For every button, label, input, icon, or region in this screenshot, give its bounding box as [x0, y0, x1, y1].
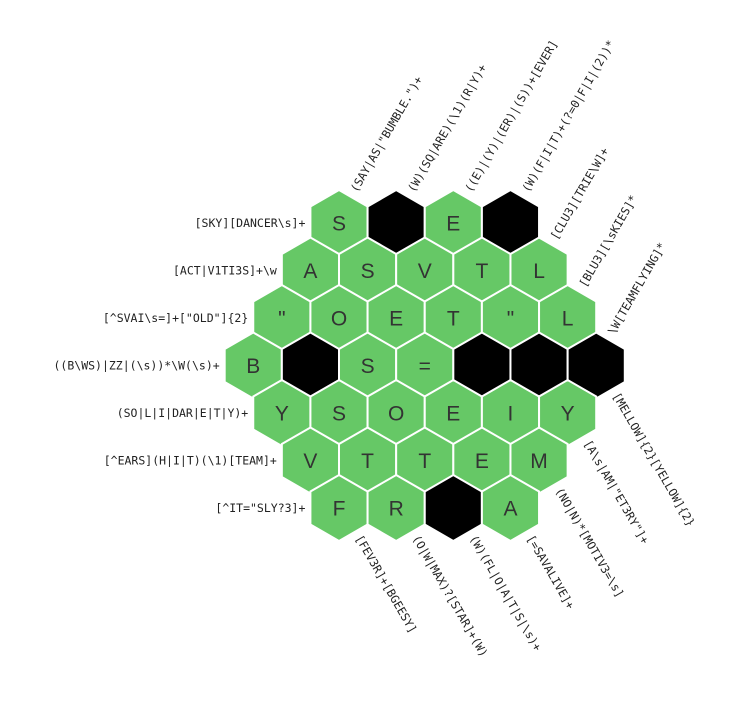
- hex-cell[interactable]: B: [223, 331, 283, 400]
- cell-letter: E: [475, 450, 489, 473]
- hex-grid: S E A S V T L " O E T " L B S = Y S O E I Y V T T E M F R A: [223, 188, 626, 543]
- cell-letter: E: [446, 403, 460, 426]
- cell-letter: A: [303, 260, 317, 283]
- cell-letter: V: [303, 450, 317, 473]
- clue-left: (SO|L|I|DAR|E|T|Y)+: [117, 406, 249, 420]
- cell-letter: ": [278, 308, 285, 331]
- clue-left: [SKY][DANCER\s]+: [195, 216, 306, 230]
- clue-top: [BLU3][\sKIES]*: [576, 193, 640, 290]
- cell-letter: E: [389, 308, 403, 331]
- hex-cell[interactable]: E: [366, 283, 426, 353]
- cell-letter: S: [361, 355, 375, 378]
- clue-left: [^SVAI\s=]+["OLD"]{2}: [103, 311, 248, 325]
- clue-left: [^IT="SLY?3]+: [215, 501, 305, 515]
- cell-letter: B: [246, 355, 260, 378]
- cell-letter: L: [533, 260, 545, 283]
- cell-letter: S: [361, 260, 375, 283]
- hex-cell[interactable]: Y: [538, 378, 598, 448]
- cell-letter: M: [530, 450, 548, 473]
- clue-top: [CLU3][TRIE\W]+: [548, 145, 612, 242]
- cell-letter: =: [419, 355, 431, 378]
- cell-letter: E: [446, 213, 460, 236]
- cell-letter: O: [388, 403, 404, 426]
- cell-letter: T: [447, 308, 460, 331]
- cell-letter: S: [332, 403, 346, 426]
- cell-letter: A: [503, 498, 517, 521]
- hex-cell[interactable]: A: [480, 473, 541, 543]
- cell-letter: L: [562, 308, 574, 331]
- cell-letter: Y: [275, 403, 289, 426]
- cell-letter: T: [361, 450, 374, 473]
- cell-letter: R: [389, 498, 404, 521]
- cell-letter: T: [418, 450, 431, 473]
- cell-letter: ": [507, 308, 514, 331]
- cell-letter: I: [508, 403, 514, 426]
- clue-left: [^EARS](H|I|T)(\1)[TEAM]+: [104, 454, 277, 468]
- cell-letter: V: [418, 260, 432, 283]
- left-clue-group: [SKY][DANCER\s]+ [ACT|V1TI3S]+\w [^SVAI\s=…: [54, 216, 306, 515]
- clue-left: ((B\WS)|ZZ|(\s))*\W(\s)+: [54, 359, 220, 373]
- hex-shape: [480, 473, 541, 543]
- clue-left: [ACT|V1TI3S]+\w: [173, 264, 277, 278]
- clue-bottom: [FEV3R]+[BGEESY]: [352, 533, 420, 636]
- cell-letter: S: [332, 213, 346, 236]
- clue-top: \W[TEAMFLYING]*: [605, 240, 669, 337]
- clue-bottom: [=SAVALIVE]+: [524, 533, 578, 612]
- cell-letter: O: [331, 308, 347, 331]
- cell-letter: Y: [561, 403, 575, 426]
- cell-letter: T: [475, 260, 488, 283]
- cell-letter: F: [333, 498, 346, 521]
